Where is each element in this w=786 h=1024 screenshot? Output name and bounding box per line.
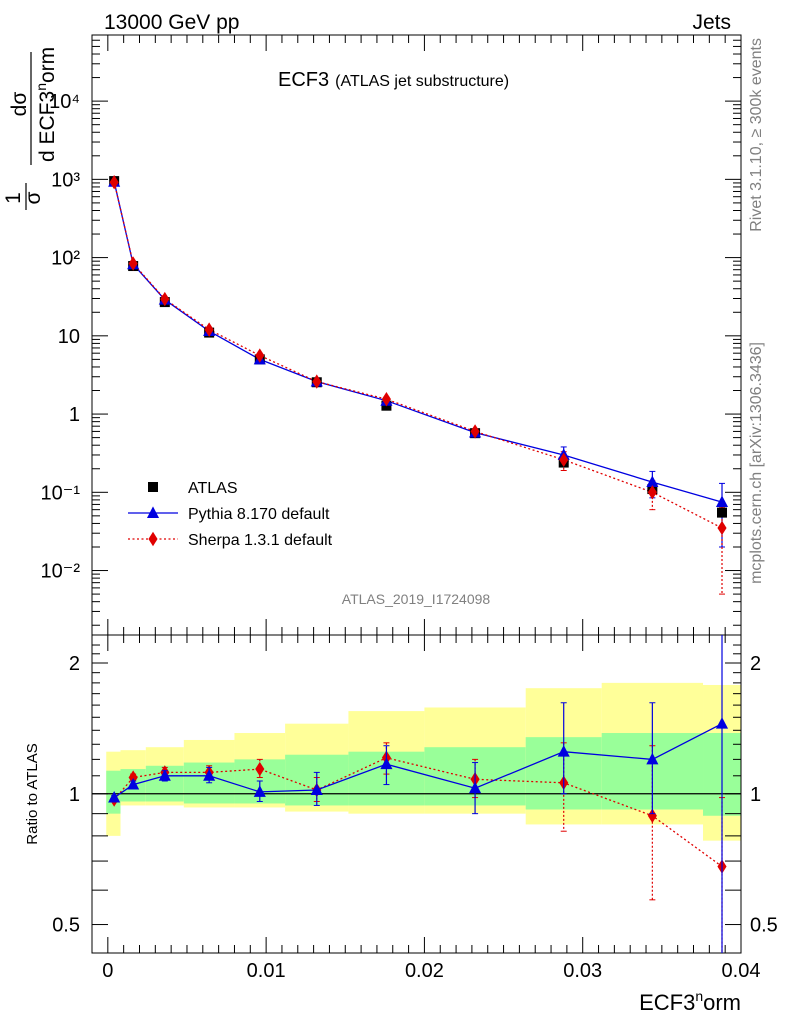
sherpa-point	[312, 374, 322, 389]
pythia-ratio-point	[715, 717, 729, 729]
ratio-y-tick-label-left: 1	[69, 784, 80, 806]
ylabel-frac-num: 1	[2, 192, 25, 204]
ratio-y-tick-label-right: 1	[750, 784, 761, 806]
sherpa-point	[204, 322, 214, 337]
sherpa-point	[470, 424, 480, 439]
ratio-y-tick-label-right: 0.5	[750, 915, 778, 937]
main-axis-ticks: 10⁻² 10⁻¹ 1 10 10² 10³ 10⁴	[41, 34, 742, 635]
pythia-ratio-point	[646, 752, 659, 765]
pythia-ratio-point	[310, 783, 323, 795]
ratio-y-axis-label: Ratio to ATLAS	[24, 743, 41, 844]
main-y-tick-label: 10²	[51, 248, 80, 270]
sherpa-point	[647, 485, 657, 500]
atlas-point	[717, 507, 728, 518]
x-axis-label: ECF3norm	[639, 988, 741, 1015]
x-tick-label: 0.04	[722, 960, 761, 982]
sherpa-point	[559, 452, 569, 468]
header-process: Jets	[692, 11, 731, 34]
pythia-ratio-point	[380, 757, 393, 770]
main-y-tick-label: 10⁻²	[41, 561, 81, 583]
ratio-bands	[92, 682, 741, 841]
sherpa-ratio-point	[255, 761, 265, 777]
sherpa-point	[381, 391, 391, 407]
pythia-ratio-point	[469, 781, 482, 794]
ratio-y-tick-label-right: 2	[750, 653, 761, 675]
pythia-ratio-point	[158, 769, 171, 781]
main-data-marks	[108, 174, 729, 595]
legend-pythia-marker	[146, 506, 160, 518]
legend-atlas-marker	[148, 482, 158, 492]
sherpa-ratio-point	[647, 808, 657, 823]
ylabel-d-num: dσ	[8, 92, 31, 117]
x-tick-label: 0.01	[247, 960, 286, 982]
title-sub: (ATLAS jet substructure)	[335, 73, 509, 90]
x-axis-tick-labels: 0 0.01 0.02 0.03 0.04	[102, 960, 760, 982]
x-tick-label: 0	[102, 960, 113, 982]
rivet-label: Rivet 3.1.10, ≥ 300k events	[748, 38, 765, 232]
legend-label: Sherpa 1.3.1 default	[188, 532, 333, 549]
uncertainty-band-inner	[106, 770, 121, 814]
header-energy: 13000 GeV pp	[104, 11, 239, 34]
legend-label: Pythia 8.170 default	[188, 506, 330, 523]
legend-label: ATLAS	[188, 480, 238, 497]
pythia-point	[646, 475, 659, 488]
sherpa-point	[109, 174, 119, 190]
ratio-y-tick-label-left: 0.5	[52, 915, 80, 937]
pythia-ratio-point	[108, 790, 121, 803]
pythia-point	[715, 495, 729, 508]
sherpa-point	[160, 291, 170, 307]
main-y-tick-label: 10⁴	[49, 91, 80, 113]
pythia-ratio-point	[557, 745, 570, 757]
ratio-axis-ticks: 0.5 0.5 1 1 2 2	[52, 635, 778, 953]
ratio-y-tick-label-left: 2	[69, 653, 80, 675]
ratio-data-marks	[108, 635, 729, 953]
pythia-ratio-point	[203, 769, 216, 781]
main-y-tick-label: 10⁻¹	[41, 482, 81, 504]
ylabel-frac-den: σ	[22, 191, 45, 204]
legend-sherpa-marker	[148, 531, 158, 547]
pythia-ratio-point	[127, 777, 140, 790]
sherpa-point	[255, 348, 265, 363]
title-main: ECF3	[278, 69, 329, 91]
main-y-tick-label: 10³	[51, 169, 80, 191]
main-y-tick-label: 10	[58, 326, 80, 348]
sherpa-point	[128, 256, 138, 271]
x-tick-label: 0.02	[405, 960, 444, 982]
sherpa-point	[717, 520, 727, 536]
legend: ATLAS Pythia 8.170 default Sherpa 1.3.1 de…	[128, 480, 333, 549]
x-tick-label: 0.03	[563, 960, 602, 982]
sherpa-line	[113, 182, 723, 529]
plot-title: ECF3 (ATLAS jet substructure)	[278, 69, 509, 91]
main-y-axis-label: 1 σ dσ d ECF3norm	[2, 47, 59, 210]
pythia-ratio-point	[253, 785, 266, 797]
main-y-tick-label: 1	[69, 404, 80, 426]
pythia-line	[113, 181, 723, 503]
analysis-id: ATLAS_2019_I1724098	[342, 591, 491, 607]
sherpa-ratio-point	[128, 770, 138, 785]
mcplots-label: mcplots.cern.ch [arXiv:1306.3436]	[748, 342, 765, 584]
ylabel-d-den: d ECF3norm	[33, 47, 59, 162]
